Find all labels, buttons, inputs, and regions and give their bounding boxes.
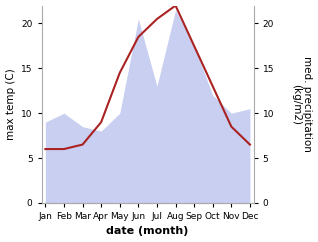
X-axis label: date (month): date (month) bbox=[107, 227, 189, 236]
Y-axis label: max temp (C): max temp (C) bbox=[5, 68, 16, 140]
Y-axis label: med. precipitation
(kg/m2): med. precipitation (kg/m2) bbox=[291, 56, 313, 152]
